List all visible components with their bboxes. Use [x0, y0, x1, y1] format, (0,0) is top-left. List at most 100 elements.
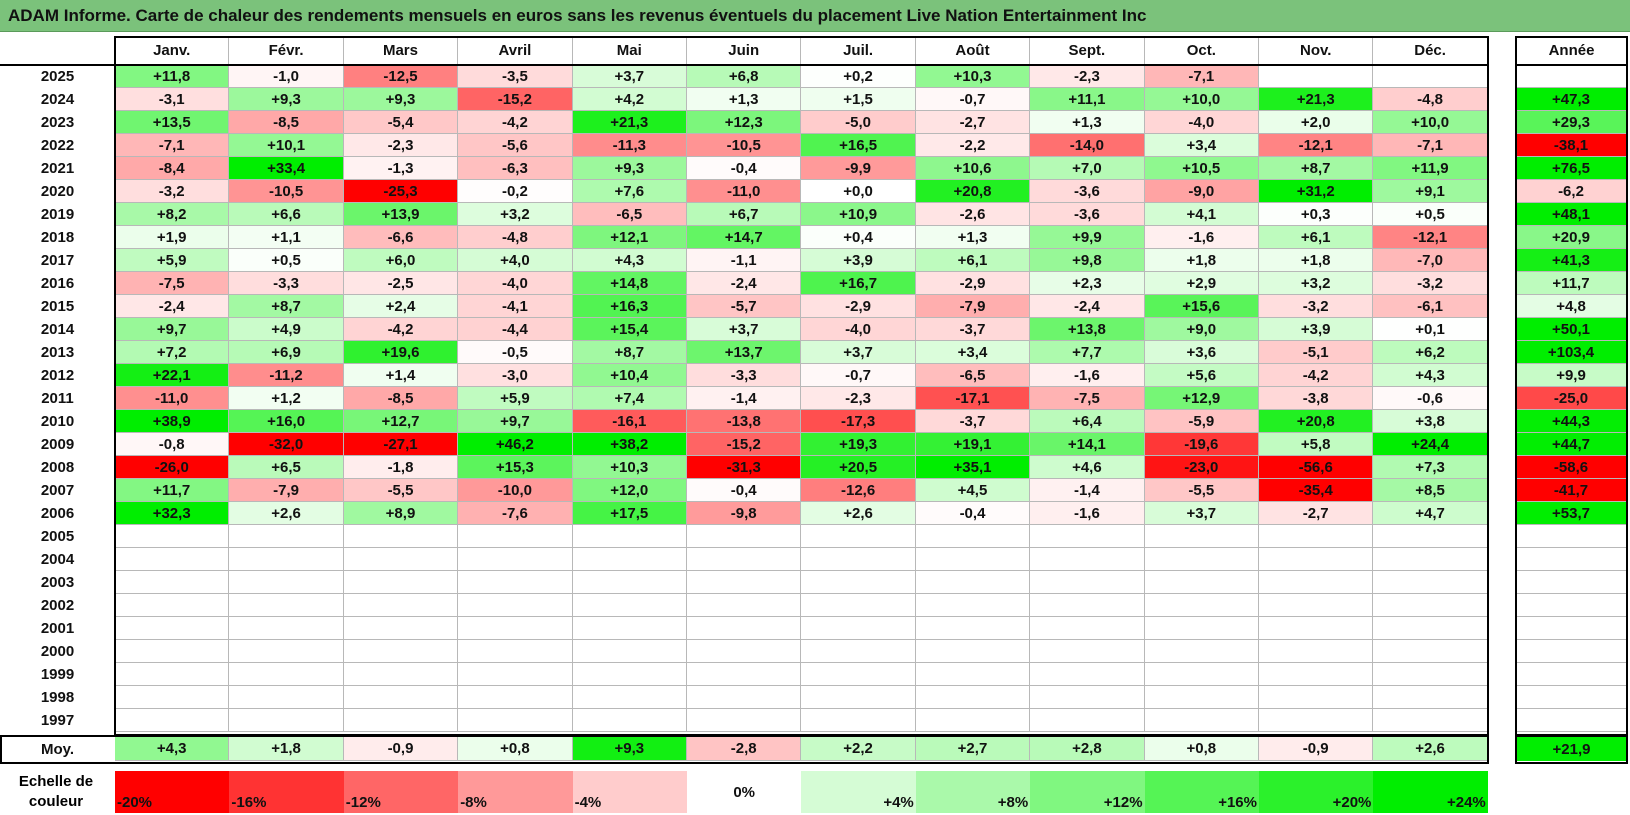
heatmap-cell	[801, 640, 916, 663]
heatmap-cell: +10,3	[572, 456, 687, 479]
heatmap-cell: +9,0	[1144, 318, 1259, 341]
month-header: Oct.	[1144, 36, 1259, 65]
scale-swatch: -8%	[458, 771, 573, 813]
year-label: 2013	[40, 344, 75, 361]
heatmap-cell: -4,0	[458, 272, 573, 295]
heatmap-cell	[115, 640, 230, 663]
annual-cell: +47,3	[1515, 88, 1628, 111]
heatmap-cell: +33,4	[229, 157, 344, 180]
heatmap-cell	[801, 594, 916, 617]
heatmap-cell: +14,8	[572, 272, 687, 295]
year-label: 2017	[40, 252, 75, 269]
annual-cell	[1515, 686, 1628, 709]
heatmap-cell: -25,3	[343, 180, 459, 203]
heatmap-cell: +38,9	[115, 410, 230, 433]
heatmap-cell	[1373, 571, 1488, 594]
heatmap-cell	[115, 594, 230, 617]
heatmap-cell: +8,2	[115, 203, 230, 226]
heatmap-cell: +20,8	[1259, 410, 1374, 433]
year-label: 2024	[40, 91, 75, 108]
heatmap-cell	[915, 686, 1031, 709]
heatmap-cell	[687, 594, 802, 617]
heatmap-cell: +9,1	[1373, 180, 1488, 203]
annual-cell: -41,7	[1515, 479, 1628, 502]
avg-cell: +0,8	[458, 737, 573, 761]
scale-swatch: -20%	[115, 771, 230, 813]
scale-swatch: 0%	[687, 771, 802, 813]
heatmap-cell: -1,0	[229, 65, 344, 88]
heatmap-cell	[1373, 548, 1488, 571]
heatmap-cell	[458, 686, 573, 709]
heatmap-cell: +20,5	[801, 456, 916, 479]
heatmap-cell	[1259, 640, 1374, 663]
heatmap-cell	[572, 709, 687, 732]
heatmap-cell: -0,4	[915, 502, 1031, 525]
heatmap-cell	[915, 663, 1031, 686]
heatmap-cell: -0,4	[687, 157, 802, 180]
annual-header: Année	[1548, 42, 1595, 59]
heatmap-cell	[458, 617, 573, 640]
heatmap-cell: -8,5	[229, 111, 344, 134]
heatmap-cell: -7,9	[915, 295, 1031, 318]
year-label: 2015	[40, 298, 75, 315]
heatmap-cell: -7,1	[1373, 134, 1488, 157]
heatmap-cell	[1030, 571, 1145, 594]
heatmap-cell	[1144, 663, 1259, 686]
heatmap-cell: -8,4	[115, 157, 230, 180]
heatmap-cell: +7,0	[1030, 157, 1145, 180]
heatmap-cell	[1144, 617, 1259, 640]
heatmap-cell: +3,7	[801, 341, 916, 364]
month-header: Mars	[343, 36, 459, 65]
heatmap-cell: +4,3	[572, 249, 687, 272]
heatmap-cell	[343, 594, 459, 617]
heatmap-cell: +7,6	[572, 180, 687, 203]
heatmap-cell	[572, 571, 687, 594]
heatmap-cell	[1030, 525, 1145, 548]
heatmap-cell: +7,2	[115, 341, 230, 364]
heatmap-cell	[687, 571, 802, 594]
heatmap-cell: +3,2	[1259, 272, 1374, 295]
avg-cell: -2,8	[687, 737, 802, 761]
year-label: 2021	[40, 160, 75, 177]
month-header: Nov.	[1259, 36, 1374, 65]
heatmap-cell: +9,9	[1030, 226, 1145, 249]
heatmap-cell: -5,0	[801, 111, 916, 134]
heatmap-cell	[343, 571, 459, 594]
heatmap-cell	[1030, 548, 1145, 571]
heatmap-cell: -1,3	[343, 157, 459, 180]
heatmap-cell: -3,3	[687, 364, 802, 387]
heatmap-cell: -5,9	[1144, 410, 1259, 433]
heatmap-cell: +1,8	[1259, 249, 1374, 272]
month-header: Août	[915, 36, 1031, 65]
scale-swatch: +16%	[1144, 771, 1259, 813]
heatmap-cell: -3,1	[115, 88, 230, 111]
heatmap-cell	[1259, 663, 1374, 686]
annual-cell: +29,3	[1515, 111, 1628, 134]
heatmap-cell: +9,3	[229, 88, 344, 111]
heatmap-cell: -3,8	[1259, 387, 1374, 410]
heatmap-cell	[1030, 663, 1145, 686]
heatmap-cell: -4,8	[458, 226, 573, 249]
heatmap-cell: -17,1	[915, 387, 1031, 410]
heatmap-cell: -4,2	[458, 111, 573, 134]
heatmap-cell	[1259, 617, 1374, 640]
heatmap-cell: +0,4	[801, 226, 916, 249]
heatmap-cell: -2,3	[801, 387, 916, 410]
scale-swatch: -16%	[229, 771, 344, 813]
heatmap-cell: +10,3	[915, 65, 1031, 88]
heatmap-cell: -2,9	[801, 295, 916, 318]
heatmap-cell	[343, 525, 459, 548]
heatmap-cell	[229, 594, 344, 617]
heatmap-cell: +21,3	[1259, 88, 1374, 111]
heatmap-cell: +7,4	[572, 387, 687, 410]
heatmap-cell: +4,7	[1373, 502, 1488, 525]
month-header: Juil.	[801, 36, 916, 65]
year-label: 1997	[40, 712, 75, 729]
heatmap-cell: -3,3	[229, 272, 344, 295]
heatmap-cell: -5,6	[458, 134, 573, 157]
heatmap-cell: +16,5	[801, 134, 916, 157]
heatmap-cell	[458, 571, 573, 594]
heatmap-cell: +1,5	[801, 88, 916, 111]
year-label: 2019	[40, 206, 75, 223]
heatmap-cell	[115, 548, 230, 571]
